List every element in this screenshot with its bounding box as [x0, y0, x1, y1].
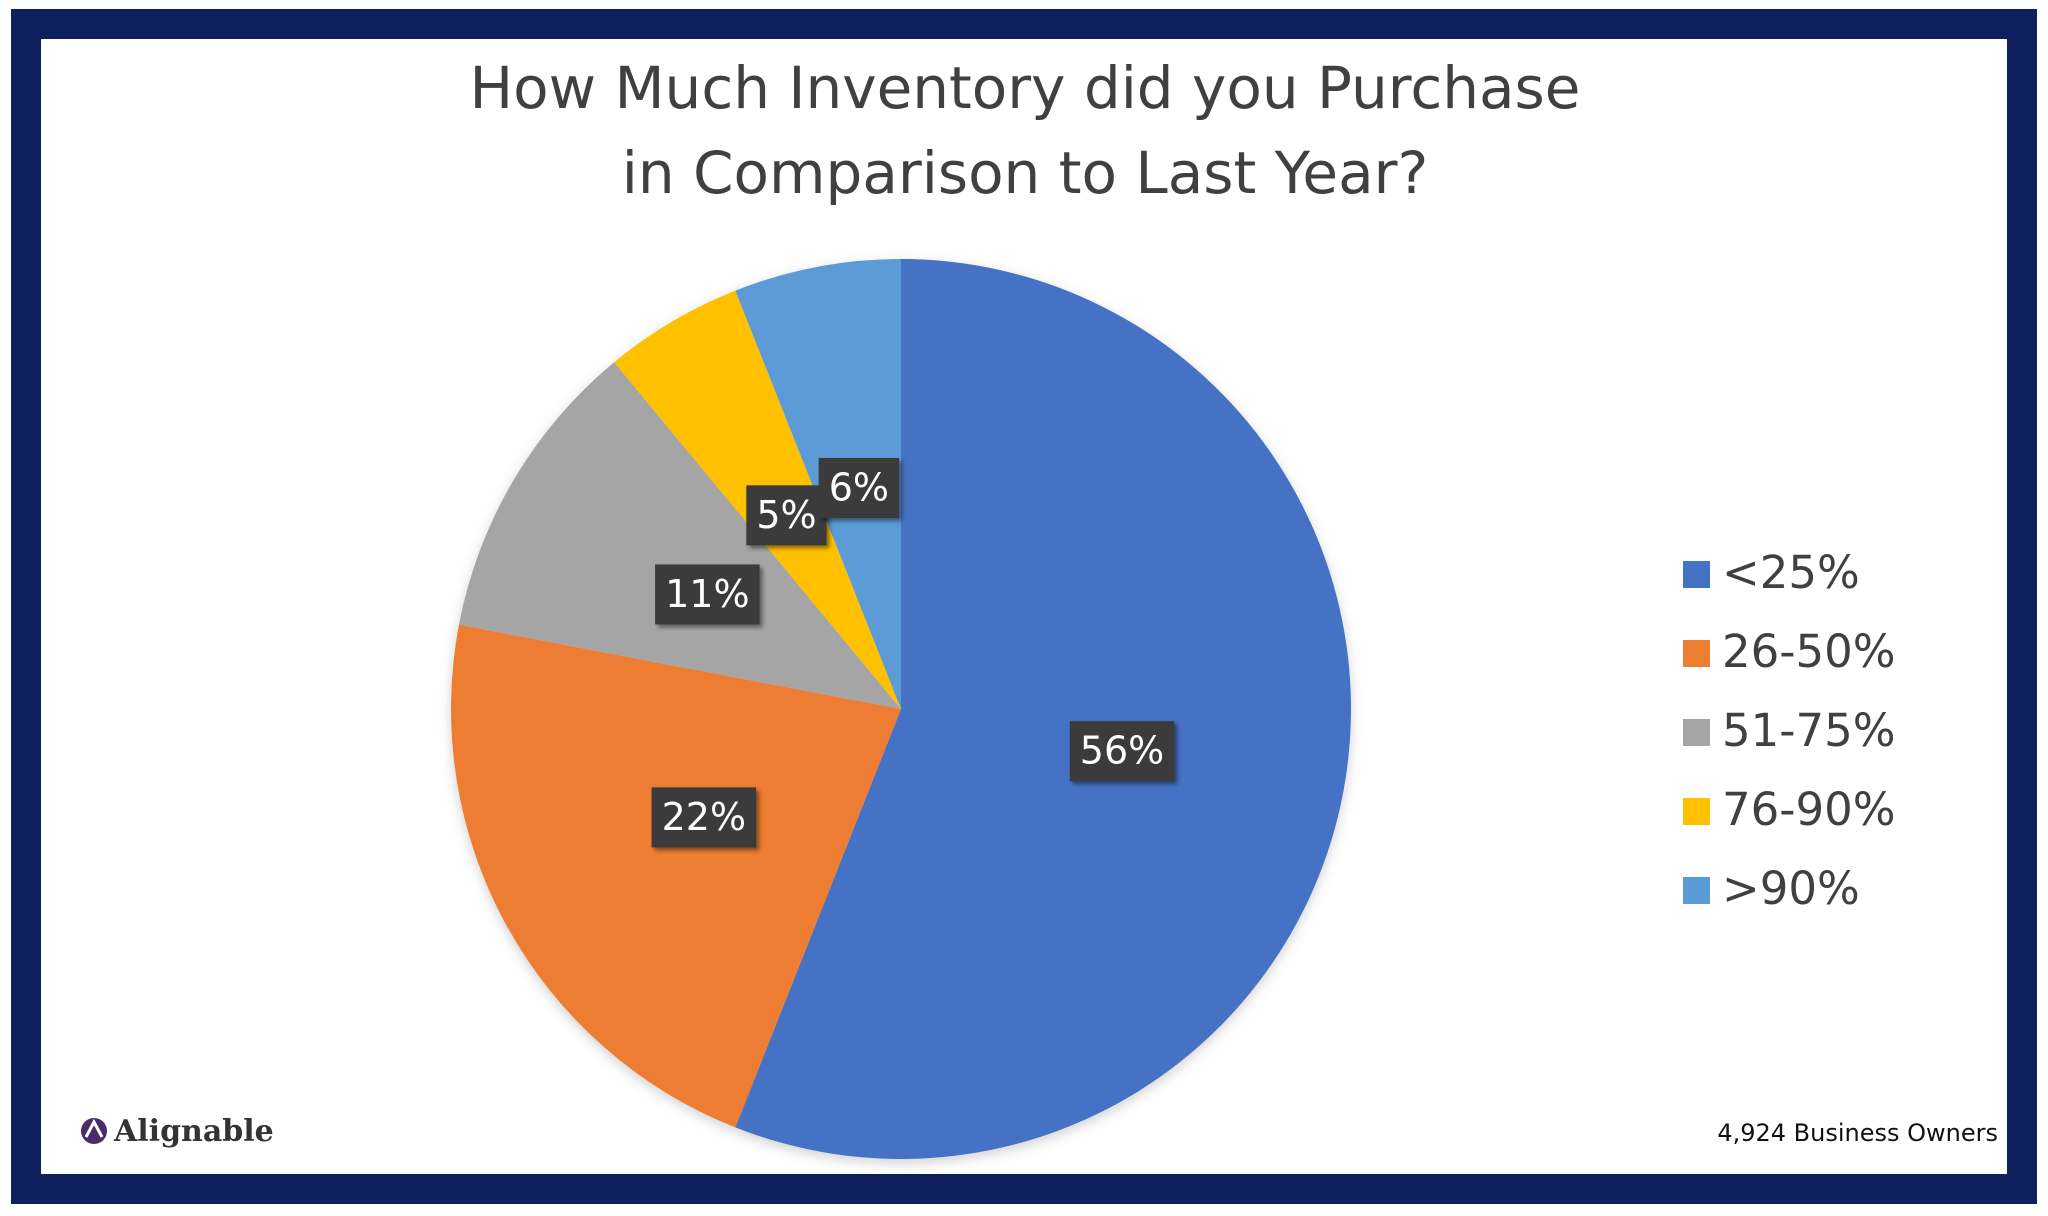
data-label-box: [651, 787, 757, 848]
data-label-text: 22%: [662, 795, 746, 839]
legend-label: 51-75%: [1722, 704, 1896, 757]
data-label-text: 6%: [829, 465, 889, 509]
legend: <25% 26-50% 51-75% 76-90% >90%: [1683, 546, 1896, 915]
data-label-text: 11%: [665, 572, 749, 616]
chart-title: in Comparison to Last Year?: [622, 139, 1429, 207]
legend-label: <25%: [1722, 546, 1860, 599]
data-label: 6%: [818, 457, 899, 518]
pie-slice: [451, 624, 901, 1128]
data-label-box: [818, 457, 899, 518]
brand-name: Alignable: [113, 1114, 274, 1149]
chart-title: How Much Inventory did you Purchase: [470, 54, 1581, 122]
legend-label: 26-50%: [1722, 625, 1896, 678]
logo-mark: [84, 1118, 104, 1138]
data-label: 11%: [655, 564, 760, 625]
logo-icon: [81, 1118, 107, 1144]
legend-swatch: [1683, 798, 1710, 825]
data-label-box: [655, 564, 760, 625]
data-label: 5%: [746, 485, 827, 546]
pie-slice: [458, 362, 901, 709]
pie-slice: [735, 259, 1351, 1159]
pie-slice: [735, 259, 901, 709]
legend-label: 76-90%: [1722, 783, 1896, 836]
legend-swatch: [1683, 877, 1710, 904]
footnote: 4,924 Business Owners: [1717, 1119, 1998, 1147]
legend-label: >90%: [1722, 862, 1860, 915]
pie: [451, 259, 1351, 1159]
brand-logo: Alignable: [81, 1114, 274, 1149]
legend-swatch: [1683, 561, 1710, 588]
data-label-box: [746, 485, 827, 546]
data-labels: 56% 22% 11%5% 6%: [651, 457, 1175, 848]
legend-swatch: [1683, 719, 1710, 746]
data-label-box: [1069, 721, 1175, 782]
data-label: 56%: [1069, 721, 1175, 782]
data-label-text: 56%: [1080, 729, 1164, 773]
frame: [11, 9, 2037, 1204]
data-label: 22%: [651, 787, 757, 848]
data-label-text: 5%: [756, 493, 816, 537]
legend-swatch: [1683, 640, 1710, 667]
